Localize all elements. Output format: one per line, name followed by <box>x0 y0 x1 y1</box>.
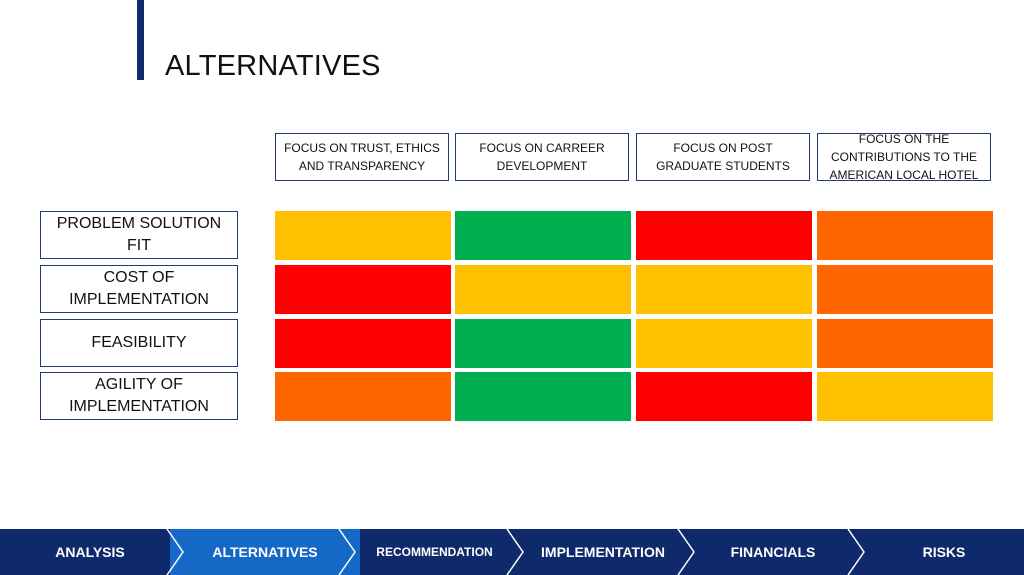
nav-item-recommendation[interactable]: RECOMMENDATION <box>376 545 493 559</box>
nav-item-analysis[interactable]: ANALYSIS <box>55 544 125 560</box>
rating-cell <box>817 211 993 260</box>
rating-cell <box>636 372 812 421</box>
nav-item-implementation[interactable]: IMPLEMENTATION <box>541 544 665 560</box>
chevron-right-icon <box>338 529 356 575</box>
rating-cell <box>817 265 993 314</box>
row-header-feasibility: FEASIBILITY <box>40 319 238 367</box>
rating-cell <box>817 372 993 421</box>
row-header-cost: COST OF IMPLEMENTATION <box>40 265 238 313</box>
title-accent-bar <box>137 0 144 80</box>
chevron-right-icon <box>677 529 695 575</box>
rating-cell <box>455 211 631 260</box>
column-header-career: FOCUS ON CARREER DEVELOPMENT <box>455 133 629 181</box>
column-header-trust: FOCUS ON TRUST, ETHICS AND TRANSPARENCY <box>275 133 449 181</box>
nav-item-alternatives[interactable]: ALTERNATIVES <box>212 544 318 560</box>
rating-cell <box>636 319 812 368</box>
rating-cell <box>275 211 451 260</box>
page-title: ALTERNATIVES <box>165 50 381 82</box>
rating-cell <box>636 211 812 260</box>
column-header-local-hotel: FOCUS ON THE CONTRIBUTIONS TO THE AMERIC… <box>817 133 991 181</box>
chevron-right-icon <box>166 529 184 575</box>
nav-active-highlight <box>170 529 360 575</box>
row-header-agility: AGILITY OF IMPLEMENTATION <box>40 372 238 420</box>
bottom-nav-bar: ANALYSIS ALTERNATIVES RECOMMENDATION IMP… <box>0 529 1024 575</box>
rating-cell <box>275 265 451 314</box>
rating-cell <box>817 319 993 368</box>
chevron-right-icon <box>506 529 524 575</box>
column-header-postgrad: FOCUS ON POST GRADUATE STUDENTS <box>636 133 810 181</box>
rating-cell <box>275 372 451 421</box>
rating-cell <box>455 319 631 368</box>
rating-cell <box>455 265 631 314</box>
chevron-right-icon <box>847 529 865 575</box>
nav-item-risks[interactable]: RISKS <box>922 544 966 560</box>
nav-item-financials[interactable]: FINANCIALS <box>730 544 816 560</box>
rating-cell <box>455 372 631 421</box>
rating-cell <box>636 265 812 314</box>
row-header-problem-solution-fit: PROBLEM SOLUTION FIT <box>40 211 238 259</box>
rating-cell <box>275 319 451 368</box>
